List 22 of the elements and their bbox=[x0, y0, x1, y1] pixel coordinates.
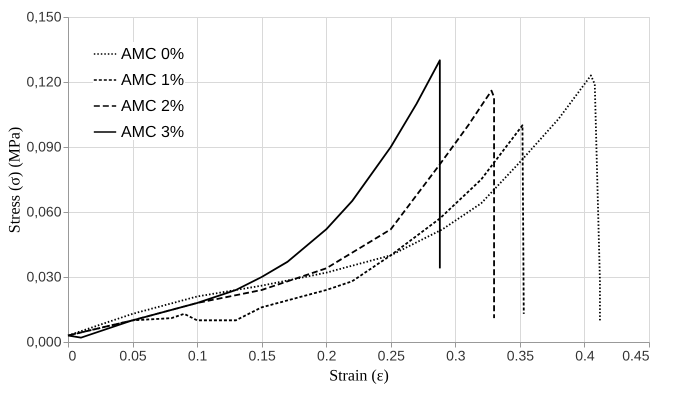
legend-label: AMC 3% bbox=[121, 124, 184, 141]
x-tick-label: 0.35 bbox=[506, 348, 534, 364]
y-tick-label: 0,150 bbox=[26, 8, 62, 24]
x-tick-label: 0.25 bbox=[378, 348, 406, 364]
legend-label: AMC 2% bbox=[121, 98, 184, 115]
y-tick-label: 0,000 bbox=[26, 334, 62, 350]
x-tick-label: 0.3 bbox=[446, 348, 466, 364]
y-axis-title: Stress (σ) (MPa) bbox=[6, 126, 24, 234]
x-tick-label: 0.45 bbox=[622, 348, 650, 364]
y-tick-label: 0,120 bbox=[26, 74, 62, 90]
x-tick-label: 0.4 bbox=[575, 348, 595, 364]
legend-label: AMC 1% bbox=[121, 72, 184, 89]
x-tick-label: 0.05 bbox=[119, 348, 147, 364]
legend-label: AMC 0% bbox=[121, 46, 184, 63]
y-tick-label: 0,090 bbox=[26, 138, 62, 154]
x-tick-label: 0 bbox=[68, 348, 76, 364]
y-tick-label: 0,030 bbox=[26, 268, 62, 284]
x-tick-label: 0.2 bbox=[316, 348, 337, 364]
y-tick-label: 0,060 bbox=[26, 204, 62, 220]
x-tick-label: 0.15 bbox=[248, 348, 276, 364]
x-tick-label: 0.1 bbox=[188, 348, 208, 364]
x-axis-title: Strain (ε) bbox=[329, 368, 389, 384]
